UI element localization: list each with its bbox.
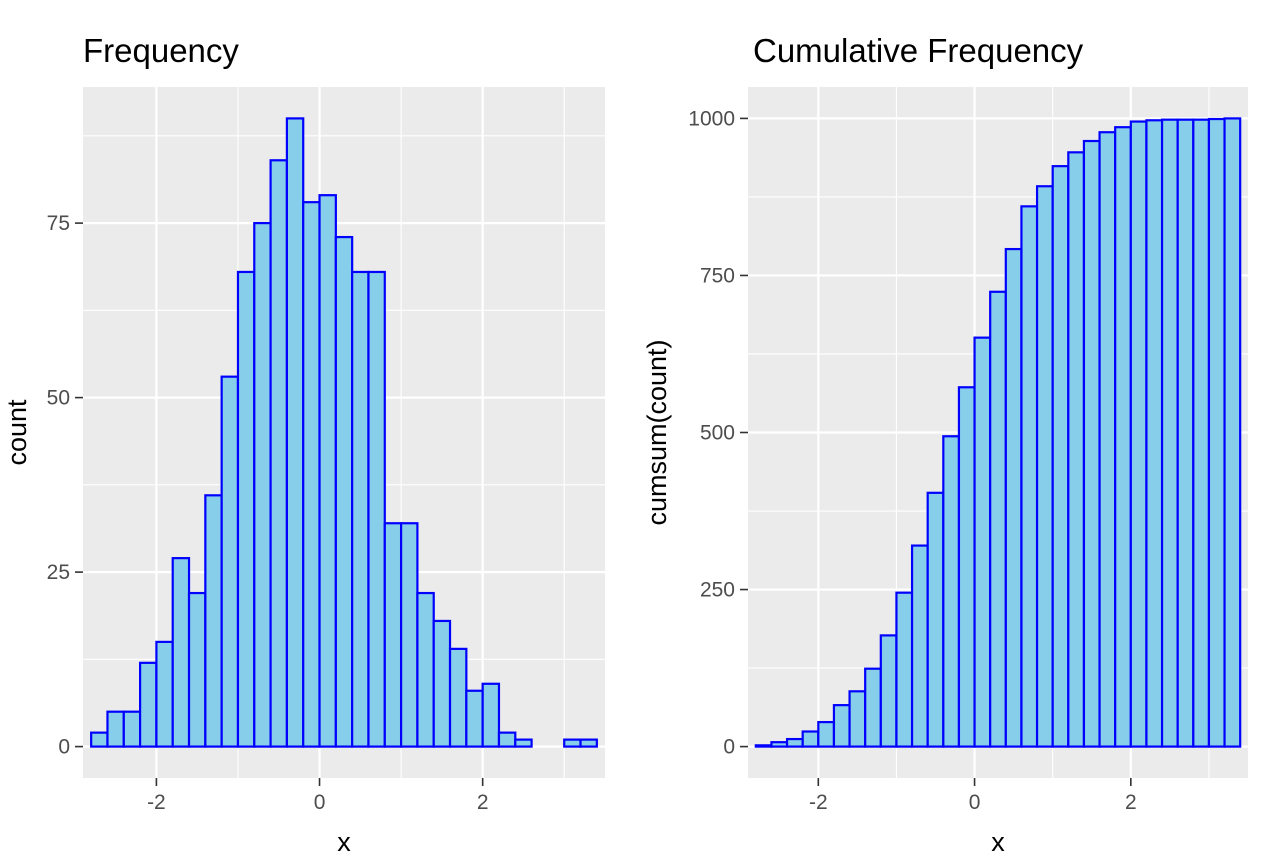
histogram-bar <box>1129 120 1148 748</box>
y-tick-label: 0 <box>723 736 735 759</box>
y-tick-label: 75 <box>47 212 70 235</box>
histogram-bar <box>864 667 882 748</box>
histogram-bar <box>367 270 386 748</box>
histogram-bar <box>171 557 191 748</box>
histogram-bar <box>1067 151 1086 748</box>
y-tick-label: 25 <box>47 561 70 584</box>
histogram-bar <box>514 738 533 748</box>
histogram-bar <box>817 720 836 748</box>
y-tick-label: 500 <box>700 422 735 445</box>
y-axis-label: count <box>2 399 32 466</box>
histogram-bar <box>895 591 914 748</box>
histogram-bar <box>1004 247 1023 748</box>
histogram-bar <box>848 690 867 748</box>
histogram-bar <box>399 522 419 748</box>
cumulative-frequency-histogram: -2 0 2 0 250 500 750 1000 Cumulative Frequency x c… <box>642 32 1248 857</box>
histogram-bar <box>942 435 961 748</box>
histogram-bar <box>754 744 773 748</box>
histogram-bar <box>973 336 992 748</box>
histogram-bar <box>1035 185 1054 748</box>
histogram-bar <box>432 619 452 748</box>
x-tick-label: 0 <box>314 791 326 814</box>
histogram-bar <box>579 738 598 748</box>
histogram-bar <box>302 201 321 748</box>
histogram-bar <box>832 704 851 748</box>
y-tick-label: 50 <box>47 387 70 410</box>
x-tick-label: 2 <box>1125 791 1137 814</box>
histogram-bar <box>187 591 207 748</box>
y-axis-label: cumsum(count) <box>642 339 672 525</box>
histogram-bar <box>1192 118 1211 748</box>
chart-title: Frequency <box>83 32 239 69</box>
histogram-bar <box>1145 119 1164 748</box>
histogram-bar <box>1160 118 1179 748</box>
histogram-bar <box>334 235 354 748</box>
histogram-bar <box>481 682 501 748</box>
histogram-bar <box>236 270 256 748</box>
x-tick-label: 0 <box>969 791 981 814</box>
histogram-bar <box>253 222 272 748</box>
histogram-bar <box>318 194 337 748</box>
histogram-bar <box>785 737 804 748</box>
histogram-bar <box>220 375 240 748</box>
y-tick-label: 0 <box>58 736 70 759</box>
histogram-bar <box>416 591 435 748</box>
x-axis-label: x <box>337 827 351 857</box>
histogram-bar <box>383 522 403 748</box>
histogram-bar <box>1223 117 1242 748</box>
histogram-bar <box>106 710 125 748</box>
histogram-bar <box>879 634 898 748</box>
histogram-bar <box>1114 126 1132 748</box>
histogram-bar <box>1098 131 1117 748</box>
histogram-bar <box>1207 117 1226 748</box>
x-tick-label: 2 <box>477 791 489 814</box>
histogram-bar <box>770 741 789 748</box>
histogram-bar <box>497 731 517 748</box>
x-axis-label: x <box>991 827 1005 857</box>
histogram-bar <box>989 290 1007 748</box>
histogram-bar <box>957 386 976 748</box>
frequency-histogram: -2 0 2 0 25 50 75 Frequency x count <box>2 32 605 857</box>
histogram-bar <box>269 159 289 748</box>
y-tick-label: 750 <box>700 264 735 287</box>
histogram-bar <box>563 738 582 748</box>
histogram-bar <box>90 731 109 748</box>
y-tick-label: 1000 <box>688 107 735 130</box>
x-tick-label: -2 <box>147 791 166 814</box>
y-tick-label: 250 <box>700 579 735 602</box>
histogram-bar <box>465 689 484 748</box>
histogram-bar <box>926 491 945 748</box>
histogram-bar <box>138 661 158 748</box>
histogram-bar <box>1082 139 1101 748</box>
histogram-bar <box>155 640 174 748</box>
histogram-bar <box>801 730 820 748</box>
histogram-bar <box>285 117 305 748</box>
histogram-bar <box>351 270 370 748</box>
chart-title: Cumulative Frequency <box>753 32 1084 69</box>
histogram-bar <box>448 647 468 748</box>
histogram-bar <box>1051 165 1070 748</box>
histogram-bar <box>122 710 142 748</box>
x-tick-label: -2 <box>809 791 828 814</box>
histogram-bar <box>910 544 929 748</box>
histogram-bar <box>1020 205 1039 748</box>
histogram-bar <box>1176 118 1195 748</box>
histogram-bar <box>204 494 223 748</box>
